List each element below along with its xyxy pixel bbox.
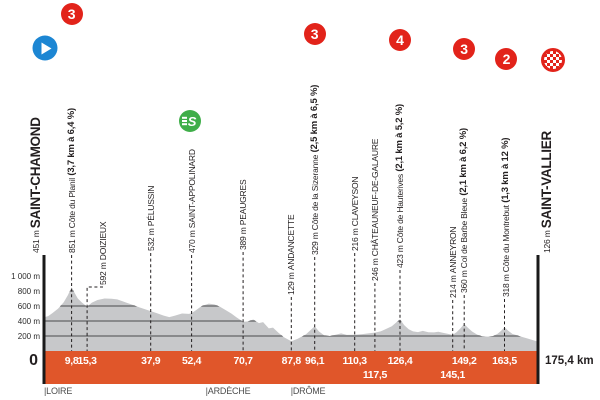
marker-elevation: 423 m (394, 243, 405, 268)
marker-label: 329 m Côte de la Sizeranne (2,5 km à 6,5… (307, 85, 323, 255)
climb-gradient: (3,7 km à 6,4 %) (65, 108, 77, 179)
marker-label: 451 m SAINT-CHAMOND (28, 117, 44, 253)
km-tick-label: 145,1 (440, 369, 466, 381)
marker-label: 216 m CLAVEYSON (347, 177, 363, 251)
elevation-tick-label: 400 m (17, 316, 40, 326)
elevation-tick-label: 200 m (17, 331, 40, 341)
marker-name: SAINT-CHAMOND (28, 117, 43, 229)
km-tick-label: 110,3 (342, 355, 368, 367)
marker-label: 592 m DOIZIEUX (95, 222, 111, 285)
km-tick-label: 9,8 (64, 355, 79, 367)
marker-dash-line (86, 286, 103, 351)
sprint-icon: S (179, 110, 202, 132)
marker-name: CHÂTEAUNEUF-DE-GALAURE (369, 138, 380, 257)
marker-name: Col de Barbe Bleue (459, 198, 470, 269)
marker-name: Côte du Montrebut (501, 205, 512, 273)
marker-elevation: 592 m (98, 260, 108, 285)
elevation-tick-label: 800 m (17, 286, 40, 296)
elevation-profile-area (44, 287, 538, 351)
marker-elevation: 329 m (309, 230, 320, 255)
marker-elevation: 532 m (145, 226, 156, 251)
start-icon (32, 35, 58, 61)
marker-name: SAINT-APPOLINARD (186, 149, 197, 229)
marker-name: Côte de Hauterives (394, 174, 405, 244)
marker-name: Côte du Planil (66, 178, 77, 229)
marker-elevation: 216 m (349, 226, 360, 251)
marker-label: 423 m Côte de Hauterives (2,1 km à 5,2 %… (392, 104, 408, 268)
marker-label: 126 m SAINT-VALLIER (539, 131, 555, 253)
marker-label: 532 m PÉLUSSIN (143, 186, 159, 251)
climb-category-badge: 4 (388, 29, 411, 51)
km-tick-label: 37,9 (141, 355, 161, 367)
sprint-s-letter: S (187, 113, 197, 129)
climb-gradient: (2,5 km à 6,5 %) (308, 84, 320, 155)
km-tick-label: 163,5 (492, 355, 517, 367)
marker-name: CLAVEYSON (349, 176, 360, 227)
department-label: |DRÔME (290, 386, 326, 396)
department-label: |ARDÈCHE (205, 386, 251, 396)
marker-name: ANDANCETTE (286, 214, 297, 271)
km-tick-label: 126,4 (387, 355, 413, 367)
elevation-tick-label: 1 000 m (11, 271, 40, 281)
marker-elevation: 451 m (31, 228, 41, 253)
sprint-speed-lines (182, 120, 188, 122)
climb-gradient: (2,1 km à 5,2 %) (393, 104, 405, 175)
climb-category-badge: 2 (495, 48, 518, 70)
marker-elevation: 389 m (238, 225, 249, 250)
distance-axis-band (44, 351, 538, 384)
marker-elevation: 851 m (66, 228, 77, 253)
department-label: |LOIRE (44, 386, 73, 396)
climb-gradient: (2,1 km à 6,2 %) (458, 128, 470, 199)
km-tick-label: 149,2 (451, 355, 477, 367)
climb-category-badge: 3 (453, 38, 476, 60)
marker-name: Côte de la Sizeranne (309, 154, 320, 231)
marker-label: 318 m Côte du Montrebut (1,3 km à 12 %) (498, 138, 514, 297)
play-triangle-icon (41, 42, 52, 54)
marker-elevation: 129 m (286, 270, 297, 295)
marker-label: 851 m Côte du Planil (3,7 km à 6,4 %) (64, 108, 80, 253)
climb-gradient: (1,3 km à 12 %) (500, 137, 512, 206)
marker-elevation: 318 m (501, 272, 512, 297)
marker-label: 129 m ANDANCETTE (283, 215, 299, 295)
elevation-tick-label: 600 m (17, 301, 40, 311)
climb-category-badge: 3 (303, 23, 326, 45)
marker-elevation: 246 m (369, 256, 380, 281)
marker-name: DOIZIEUX (98, 221, 108, 261)
marker-label: 470 m SAINT-APPOLINARD (184, 149, 200, 253)
climb-category-badge: 3 (60, 3, 83, 25)
marker-label: 246 m CHÂTEAUNEUF-DE-GALAURE (367, 139, 383, 281)
marker-elevation: 470 m (186, 228, 197, 253)
km-tick-label: 70,7 (233, 355, 253, 367)
km-tick-label: 96,1 (305, 355, 325, 367)
total-distance-label: 175,4 km (545, 355, 594, 367)
marker-label: 389 m PEAUGRES (235, 180, 251, 250)
marker-elevation: 360 m (459, 268, 470, 293)
marker-elevation: 126 m (542, 228, 552, 253)
marker-name: PEAUGRES (238, 179, 249, 226)
marker-label: 360 m Col de Barbe Bleue (2,1 km à 6,2 %… (456, 128, 472, 293)
km-tick-label: 117,5 (362, 369, 388, 381)
origin-zero-label: 0 (29, 352, 38, 369)
marker-name: SAINT-VALLIER (539, 131, 554, 229)
km-tick-label: 87,8 (281, 355, 302, 367)
km-tick-label: 52,4 (181, 355, 202, 367)
km-tick-label: 15,3 (77, 355, 97, 367)
marker-name: PÉLUSSIN (145, 185, 156, 227)
